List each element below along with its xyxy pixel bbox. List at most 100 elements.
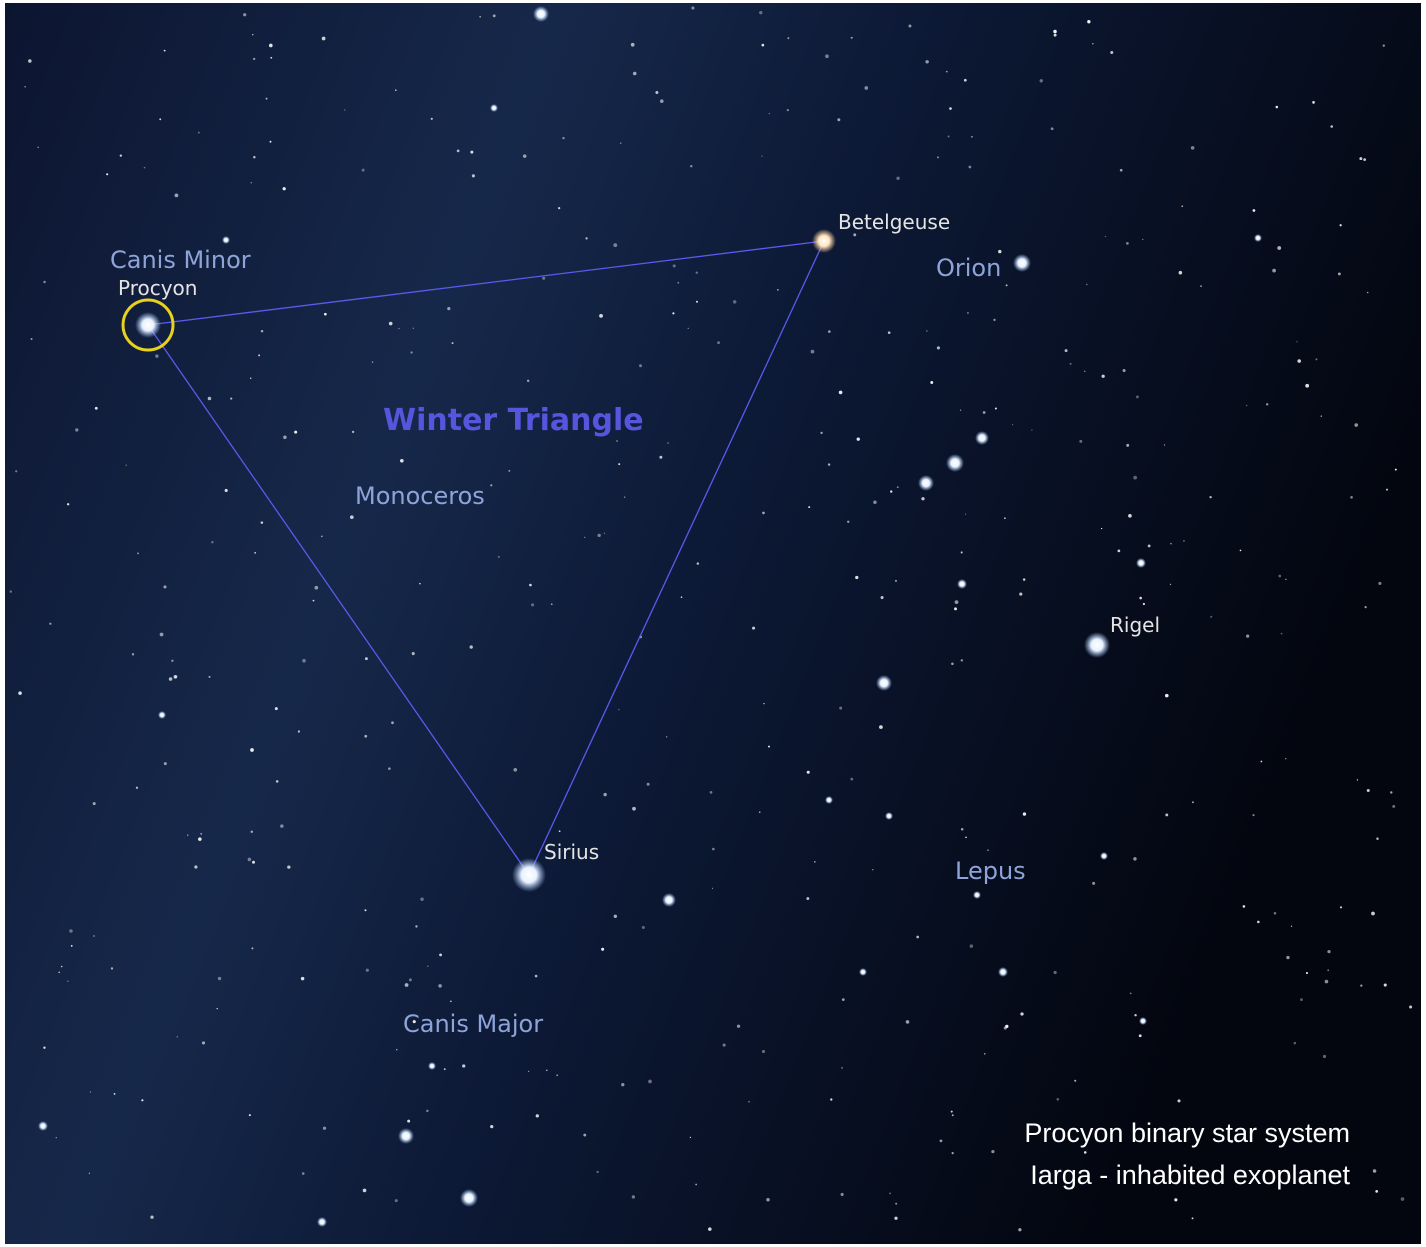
star — [1290, 925, 1293, 927]
star — [954, 600, 959, 604]
star — [717, 341, 720, 345]
star — [618, 463, 621, 466]
star — [531, 603, 535, 607]
star — [211, 540, 214, 544]
star — [150, 1215, 154, 1219]
star — [408, 978, 412, 982]
star — [761, 1050, 765, 1054]
star — [1110, 51, 1114, 55]
star — [137, 552, 139, 555]
star-label: Rigel — [1110, 613, 1160, 637]
star — [1378, 581, 1382, 585]
star — [1327, 969, 1329, 971]
star — [987, 849, 989, 852]
star — [859, 968, 867, 976]
star — [428, 1062, 436, 1070]
star — [925, 60, 929, 64]
star — [603, 792, 607, 797]
star — [362, 1188, 367, 1193]
star — [529, 583, 532, 587]
star — [512, 858, 546, 892]
star — [1083, 370, 1086, 373]
star — [1119, 168, 1123, 172]
star — [216, 1007, 218, 1010]
star — [894, 1216, 898, 1220]
star — [439, 953, 442, 957]
star — [558, 207, 561, 210]
star — [766, 1197, 770, 1202]
star — [18, 691, 22, 695]
star — [1147, 544, 1151, 548]
star — [1275, 105, 1279, 109]
star — [200, 833, 202, 835]
constellation-label: Lepus — [955, 857, 1026, 885]
star — [15, 470, 18, 473]
star — [217, 976, 222, 981]
star — [950, 1110, 953, 1113]
star — [1133, 475, 1138, 480]
star — [936, 346, 940, 350]
star — [662, 893, 676, 907]
star — [253, 156, 256, 159]
star — [1339, 224, 1342, 227]
star — [994, 407, 997, 410]
star — [270, 56, 273, 59]
star — [135, 312, 161, 338]
star — [301, 1172, 305, 1175]
star — [1354, 423, 1359, 427]
star — [89, 1091, 92, 1093]
star — [450, 1000, 452, 1003]
star — [748, 1100, 750, 1103]
star — [666, 736, 668, 738]
star — [618, 709, 620, 711]
star — [767, 745, 770, 748]
star — [1139, 1017, 1147, 1025]
star-label: Sirius — [544, 840, 599, 864]
star — [1100, 527, 1103, 530]
star — [856, 437, 860, 441]
star — [959, 409, 962, 412]
star — [812, 229, 836, 253]
star — [768, 112, 770, 115]
star — [677, 281, 680, 284]
star — [243, 13, 247, 17]
star — [946, 454, 964, 472]
star — [939, 1139, 943, 1143]
star — [1092, 881, 1096, 885]
star — [850, 36, 853, 39]
star — [320, 535, 323, 538]
star — [533, 6, 549, 22]
constellation-label: Orion — [936, 254, 1001, 282]
star — [1050, 127, 1054, 131]
star — [420, 897, 424, 901]
star — [1252, 814, 1255, 817]
star — [75, 428, 79, 432]
star — [230, 397, 233, 400]
star — [689, 1136, 692, 1139]
star — [312, 599, 315, 602]
star — [456, 149, 460, 153]
star — [885, 812, 893, 820]
star — [398, 1128, 414, 1144]
star — [171, 659, 174, 662]
star — [969, 944, 974, 948]
star — [908, 24, 912, 28]
star — [599, 313, 603, 318]
star — [964, 513, 967, 515]
star — [250, 377, 252, 379]
star — [1257, 920, 1260, 924]
star — [960, 659, 963, 662]
star — [759, 811, 761, 813]
star — [1005, 284, 1008, 287]
star — [159, 632, 164, 637]
star — [1064, 349, 1068, 353]
star — [55, 1137, 57, 1139]
star — [43, 280, 46, 284]
star — [722, 1043, 726, 1047]
star — [1285, 758, 1287, 760]
star — [1315, 358, 1318, 361]
star — [1242, 905, 1246, 908]
star — [197, 131, 200, 134]
star — [1142, 602, 1146, 606]
